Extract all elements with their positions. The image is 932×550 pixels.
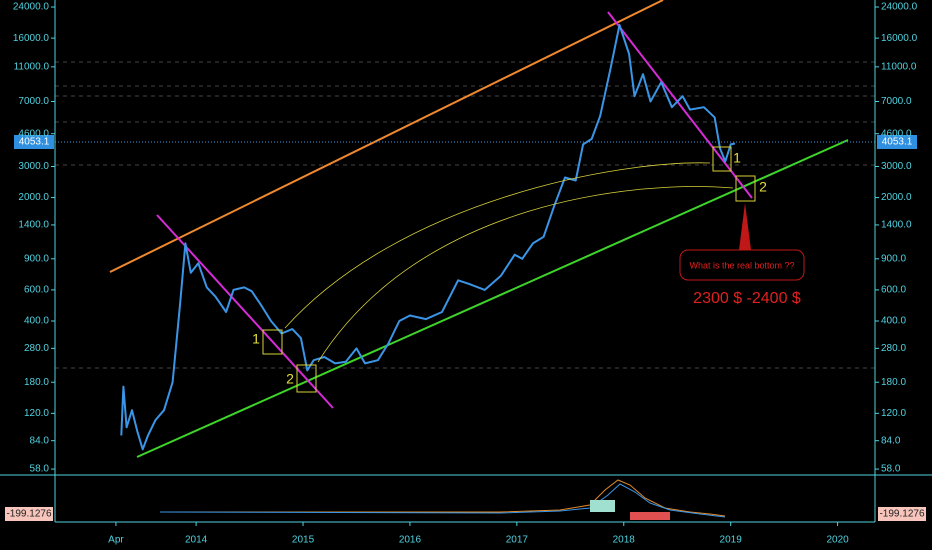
x-tick-label: 2017: [506, 535, 529, 546]
y-tick-label: 24000.0: [881, 2, 918, 13]
label: 1: [252, 331, 260, 347]
y-tick-label: 400.0: [24, 316, 49, 327]
y-tick-label: 16000.0: [881, 33, 918, 44]
channel-bottom: [136, 139, 849, 458]
indicator-line: [160, 479, 726, 517]
indicator-badge: [878, 507, 926, 521]
label: 2: [286, 371, 294, 387]
x-tick-label: 2018: [613, 535, 636, 546]
y-tick-label: 600.0: [881, 285, 906, 296]
trend-line: [607, 11, 753, 199]
box: [735, 175, 756, 202]
price-badge: [14, 135, 54, 149]
y-tick-label: 600.0: [24, 285, 49, 296]
y-tick-label: 4600.0: [18, 128, 49, 139]
indicator-hist: [630, 512, 670, 520]
y-tick-label: 900.0: [881, 253, 906, 264]
y-tick-label: 11000.0: [14, 61, 50, 72]
y-tick-label: 16000.0: [13, 33, 50, 44]
level-lines: [55, 61, 875, 369]
indicator-value: -199.1276: [6, 509, 51, 520]
last-price: 4053.1: [882, 137, 913, 148]
label: 2: [759, 179, 767, 195]
callout-text: What is the real bottom ??: [689, 260, 794, 270]
callout: [679, 249, 805, 281]
annotation-shapes: [262, 146, 756, 393]
y-tick-label: 2000.0: [18, 192, 49, 203]
y-tick-label: 84.0: [881, 435, 901, 446]
y-tick-label: 7000.0: [881, 96, 912, 107]
price-line: [120, 23, 736, 451]
price-badge: [877, 135, 917, 149]
label: 1: [733, 150, 741, 166]
y-tick-label: 84.0: [30, 435, 50, 446]
frame: [0, 0, 932, 523]
indicator-badge: [5, 507, 53, 521]
y-tick-label: 280.0: [881, 343, 906, 354]
x-tick-label: 2019: [720, 535, 743, 546]
x-tick-label: 2020: [826, 535, 849, 546]
y-tick-label: 4600.0: [881, 128, 912, 139]
y-tick-label: 58.0: [30, 464, 50, 475]
y-tick-label: 180.0: [24, 377, 49, 388]
plot: [120, 23, 736, 451]
indicator-value: -199.1276: [879, 509, 924, 520]
x-tick-label: 2015: [292, 535, 315, 546]
target-text: 2300 $ -2400 $: [693, 290, 801, 307]
y-tick-label: 1400.0: [881, 220, 912, 231]
channel-top: [109, 0, 664, 273]
callout-pointer: [739, 203, 751, 250]
box: [296, 364, 317, 393]
y-tick-label: 900.0: [24, 253, 49, 264]
indicator-line: [159, 483, 726, 518]
box: [712, 146, 732, 172]
y-tick-label: 7000.0: [18, 96, 49, 107]
box: [262, 329, 283, 355]
y-tick-label: 3000.0: [18, 161, 49, 172]
y-tick-label: 1400.0: [18, 220, 49, 231]
x-tick-label: Apr: [108, 535, 124, 546]
y-tick-label: 400.0: [881, 316, 906, 327]
y-tick-label: 120.0: [881, 408, 906, 419]
y-tick-label: 180.0: [881, 377, 906, 388]
y-tick-label: 120.0: [24, 408, 49, 419]
y-tick-label: 11000.0: [881, 61, 917, 72]
y-tick-label: 58.0: [881, 464, 901, 475]
y-tick-label: 3000.0: [881, 161, 912, 172]
x-tick-label: 2014: [185, 535, 208, 546]
y-tick-label: 24000.0: [13, 2, 50, 13]
x-tick-label: 2016: [399, 535, 422, 546]
y-tick-label: 280.0: [24, 343, 49, 354]
arc: [284, 162, 711, 329]
indicator-hist: [590, 500, 615, 512]
y-tick-label: 2000.0: [881, 192, 912, 203]
last-price: 4053.1: [19, 137, 50, 148]
arc: [317, 186, 734, 363]
